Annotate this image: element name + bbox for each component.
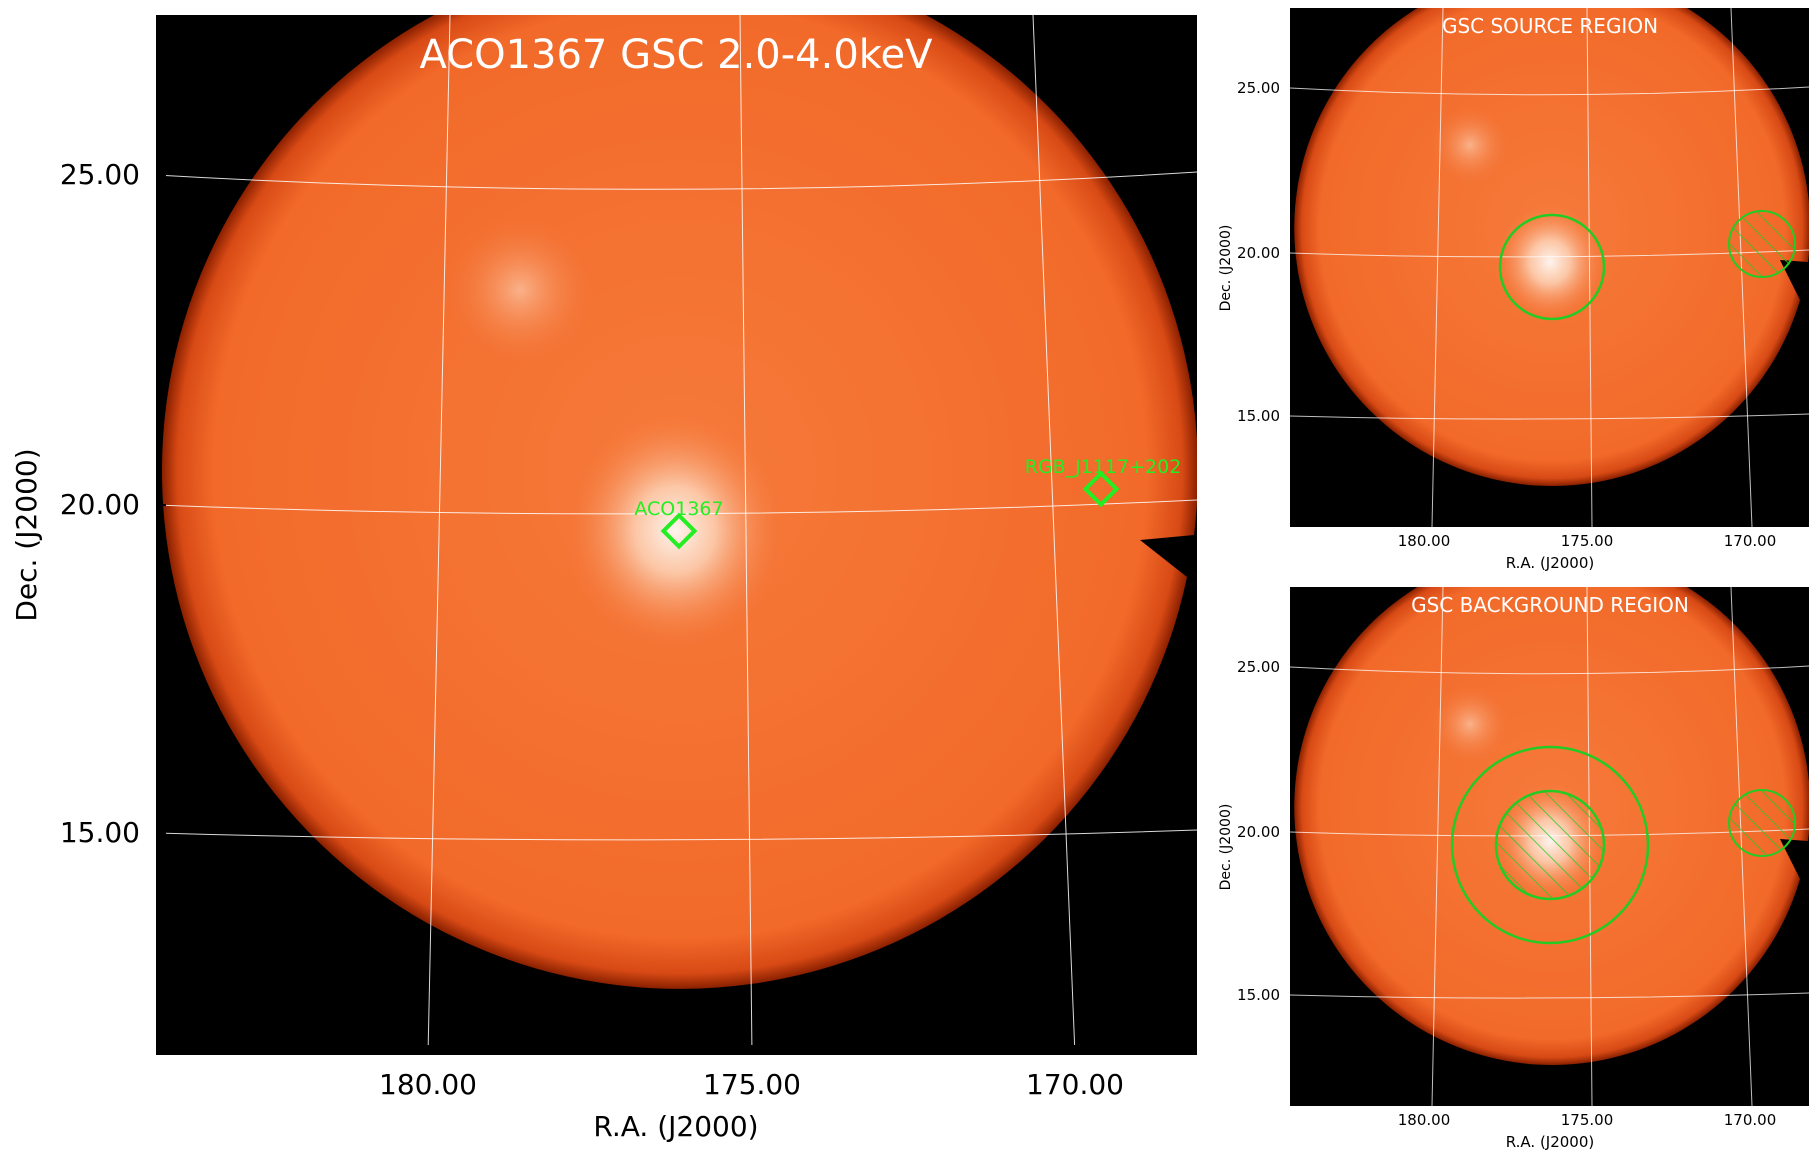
source-xtick-170: 170.00 <box>1724 532 1777 550</box>
source-ytick-25: 25.00 <box>1237 79 1280 97</box>
source-secondary-glow <box>1428 103 1512 187</box>
background-xtick-170: 170.00 <box>1724 1111 1777 1129</box>
main-xtick-180: 180.00 <box>379 1068 477 1101</box>
main-xlabel: R.A. (J2000) <box>593 1110 758 1143</box>
background-xtick-175: 175.00 <box>1561 1111 1614 1129</box>
background-ytick-15: 15.00 <box>1237 986 1280 1004</box>
source-ylabel: Dec. (J2000) <box>1218 225 1234 312</box>
aco1367-marker[interactable] <box>660 512 698 550</box>
source-xlabel: R.A. (J2000) <box>1506 554 1595 572</box>
source-grid <box>1290 8 1809 527</box>
background-excluded-cluster[interactable] <box>1494 789 1606 901</box>
main-secondary-glow <box>440 210 600 370</box>
source-cluster-glow <box>1492 200 1608 324</box>
main-xtick-175: 175.00 <box>703 1068 801 1101</box>
source-xtick-180: 180.00 <box>1398 532 1451 550</box>
source-panel-title: GSC SOURCE REGION <box>1442 14 1658 38</box>
main-source-markers: ACO1367 RGB_J1117+202 <box>634 456 1182 550</box>
source-extraction-circle[interactable] <box>1498 213 1606 321</box>
background-ytick-25: 25.00 <box>1237 658 1280 676</box>
main-panel: ACO1367 RGB_J1117+202 ACO1367 GSC 2.0-4.… <box>10 15 1197 1143</box>
rgb-j1117-marker[interactable] <box>1082 470 1120 508</box>
main-ytick-25: 25.00 <box>60 158 140 191</box>
background-panel-title: GSC BACKGROUND REGION <box>1411 593 1689 617</box>
rgb-j1117-label: RGB_J1117+202 <box>1025 456 1182 478</box>
background-excluded-point-source[interactable] <box>1728 789 1796 857</box>
background-ytick-20: 20.00 <box>1237 823 1280 841</box>
main-panel-title: ACO1367 GSC 2.0-4.0keV <box>420 32 934 78</box>
main-ylabel: Dec. (J2000) <box>10 448 43 621</box>
source-excluded-point-source[interactable] <box>1728 210 1796 278</box>
main-grid <box>156 15 1197 1055</box>
background-xtick-180: 180.00 <box>1398 1111 1451 1129</box>
main-xtick-170: 170.00 <box>1026 1068 1124 1101</box>
source-ytick-15: 15.00 <box>1237 407 1280 425</box>
main-ytick-20: 20.00 <box>60 488 140 521</box>
background-annulus-outer[interactable] <box>1450 745 1650 945</box>
main-cluster-glow <box>560 405 790 655</box>
source-region-panel: GSC SOURCE REGION 25.00 20.00 15.00 180.… <box>1218 8 1809 572</box>
background-secondary-glow <box>1428 682 1512 766</box>
background-xlabel: R.A. (J2000) <box>1506 1133 1595 1151</box>
source-ytick-20: 20.00 <box>1237 244 1280 262</box>
source-xtick-175: 175.00 <box>1561 532 1614 550</box>
background-ylabel: Dec. (J2000) <box>1218 804 1234 891</box>
main-ytick-15: 15.00 <box>60 816 140 849</box>
aco1367-label: ACO1367 <box>634 498 723 520</box>
background-region-panel: GSC BACKGROUND REGION 25.00 20.00 15.00 … <box>1218 587 1809 1151</box>
main-ticks <box>156 174 1076 1055</box>
